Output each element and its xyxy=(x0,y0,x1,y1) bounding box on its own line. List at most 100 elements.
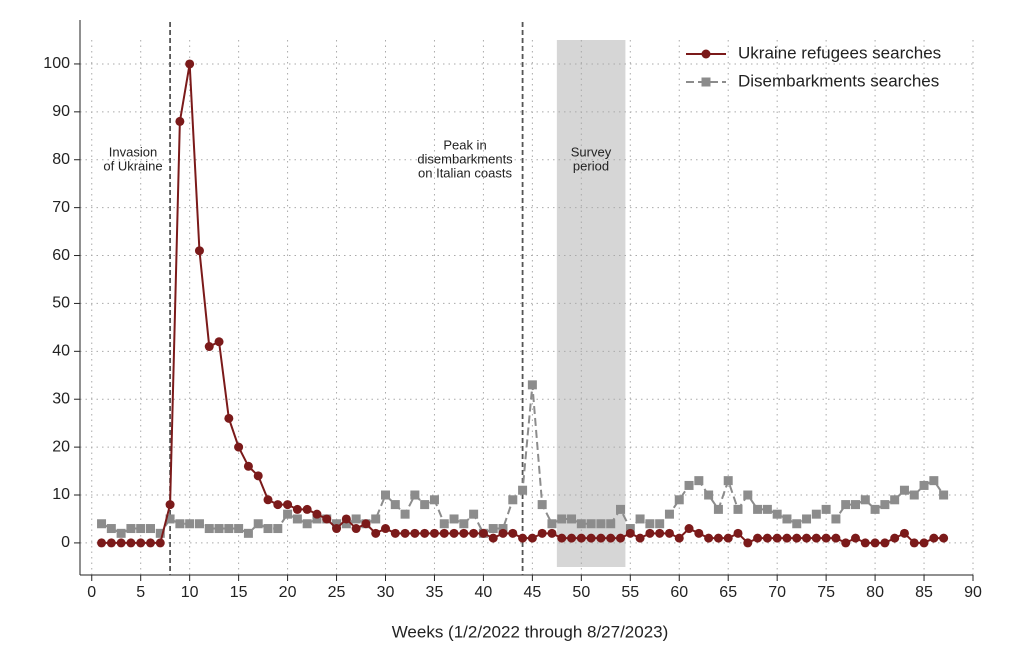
x-tick-label: 85 xyxy=(915,584,933,601)
data-point xyxy=(831,533,841,543)
data-point xyxy=(351,524,361,534)
data-point xyxy=(753,533,763,543)
data-point xyxy=(782,514,792,524)
data-point xyxy=(498,528,508,538)
data-point xyxy=(557,533,567,543)
data-point xyxy=(224,524,234,534)
data-point xyxy=(802,533,812,543)
x-tick-label: 10 xyxy=(181,584,199,601)
data-point xyxy=(537,500,547,510)
annotation: Peak in xyxy=(443,137,486,152)
data-point xyxy=(635,514,645,524)
data-point xyxy=(410,528,420,538)
data-point xyxy=(381,524,390,534)
data-point xyxy=(821,533,831,543)
data-point xyxy=(841,538,851,548)
data-point xyxy=(674,533,684,543)
data-point xyxy=(694,528,704,538)
data-point xyxy=(635,533,645,543)
data-point xyxy=(919,480,929,490)
data-point xyxy=(106,524,116,534)
legend-marker xyxy=(701,77,711,87)
data-point xyxy=(478,528,488,538)
data-point xyxy=(762,533,772,543)
data-point xyxy=(498,524,508,534)
data-point xyxy=(243,528,253,538)
data-point xyxy=(449,514,459,524)
data-point xyxy=(165,514,175,524)
data-point xyxy=(165,500,175,510)
data-point xyxy=(243,461,253,471)
data-point xyxy=(576,519,586,529)
annotation: on Italian coasts xyxy=(418,165,512,180)
data-point xyxy=(557,514,567,524)
data-point xyxy=(332,519,342,529)
data-point xyxy=(909,490,919,500)
data-point xyxy=(175,116,185,126)
x-tick-label: 0 xyxy=(87,584,96,601)
data-point xyxy=(155,538,165,548)
data-point xyxy=(821,504,831,514)
data-point xyxy=(694,476,704,486)
data-point xyxy=(312,514,322,524)
x-tick-label: 90 xyxy=(964,584,982,601)
data-point xyxy=(753,504,763,514)
data-point xyxy=(939,533,949,543)
data-point xyxy=(283,500,293,510)
data-point xyxy=(459,528,469,538)
data-point xyxy=(929,476,939,486)
data-point xyxy=(899,528,909,538)
data-point xyxy=(194,246,204,256)
x-axis-label: Weeks (1/2/2022 through 8/27/2023) xyxy=(392,622,669,641)
data-point xyxy=(459,519,469,529)
x-tick-label: 50 xyxy=(572,584,590,601)
x-tick-label: 25 xyxy=(328,584,346,601)
y-tick-label: 20 xyxy=(52,438,70,455)
data-point xyxy=(146,538,155,548)
data-point xyxy=(860,495,870,505)
data-point xyxy=(116,538,126,548)
data-point xyxy=(870,504,880,514)
data-point xyxy=(547,528,557,538)
data-point xyxy=(273,524,283,534)
data-point xyxy=(723,533,733,543)
data-point xyxy=(488,524,498,534)
data-point xyxy=(439,528,449,538)
data-point xyxy=(253,519,263,529)
data-point xyxy=(518,533,528,543)
data-point xyxy=(185,59,195,69)
annotation: Survey xyxy=(571,144,612,159)
data-point xyxy=(508,495,518,505)
data-point xyxy=(841,500,851,510)
data-point xyxy=(234,442,244,452)
x-tick-label: 5 xyxy=(136,584,145,601)
data-point xyxy=(283,509,293,519)
data-point xyxy=(429,528,439,538)
data-point xyxy=(645,519,655,529)
y-tick-label: 90 xyxy=(52,103,70,120)
data-point xyxy=(449,528,459,538)
data-point xyxy=(234,524,244,534)
x-tick-label: 20 xyxy=(279,584,297,601)
data-point xyxy=(381,490,390,500)
data-point xyxy=(655,519,665,529)
data-point xyxy=(684,524,694,534)
x-tick-label: 65 xyxy=(719,584,737,601)
x-tick-label: 60 xyxy=(670,584,688,601)
data-point xyxy=(567,533,577,543)
data-point xyxy=(155,528,165,538)
data-point xyxy=(743,490,753,500)
data-point xyxy=(410,490,420,500)
data-point xyxy=(361,519,371,529)
data-point xyxy=(664,528,674,538)
data-point xyxy=(929,533,939,543)
x-tick-label: 30 xyxy=(377,584,395,601)
data-point xyxy=(713,533,723,543)
data-point xyxy=(851,500,860,510)
data-point xyxy=(567,514,577,524)
data-point xyxy=(704,490,714,500)
data-point xyxy=(772,509,782,519)
data-point xyxy=(831,514,841,524)
data-point xyxy=(664,509,674,519)
data-point xyxy=(351,514,361,524)
